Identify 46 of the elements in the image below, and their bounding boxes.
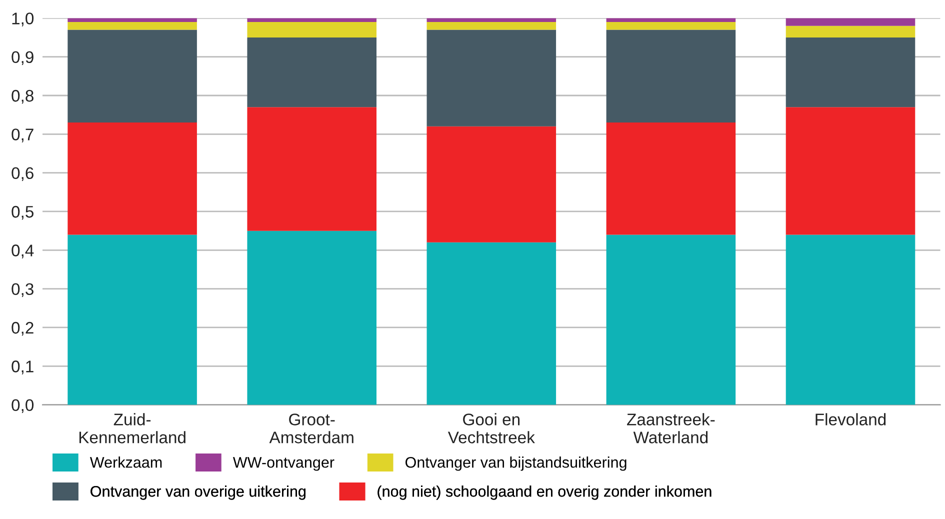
bar <box>786 18 916 26</box>
legend-label: Werkzaam <box>90 456 162 468</box>
bar <box>68 18 197 22</box>
bar <box>426 22 556 30</box>
x-tick-label: Gooi en Vechtstreek <box>448 413 535 444</box>
y-tick-label: 0,9 <box>12 51 34 65</box>
bar <box>786 26 916 38</box>
y-tick-label: 0,1 <box>12 360 34 374</box>
bar <box>247 107 376 231</box>
y-tick-label: 0,6 <box>12 167 34 181</box>
y-tick-label: 0,2 <box>12 322 34 336</box>
legend-label: Ontvanger van overige uitkering <box>90 486 306 500</box>
bar <box>606 234 736 405</box>
x-tick-label: Zaanstreek- Waterland <box>627 413 715 444</box>
bar <box>247 230 376 405</box>
bar <box>247 22 376 38</box>
bar <box>247 38 376 108</box>
bar <box>426 18 556 22</box>
bar <box>786 38 916 108</box>
y-tick-label: 0,4 <box>12 244 34 258</box>
legend-label: WW-ontvanger <box>232 457 334 471</box>
bar <box>606 18 736 22</box>
bar <box>426 126 556 242</box>
bar <box>786 234 916 405</box>
bar <box>68 122 197 235</box>
x-tick-label: Groot- Amsterdam <box>269 414 354 444</box>
bar <box>68 30 197 123</box>
y-tick-label: 1,0 <box>12 12 34 26</box>
x-tick-label: Flevoland <box>816 413 886 426</box>
bar <box>68 234 197 405</box>
bar <box>606 30 736 123</box>
bar <box>786 107 916 235</box>
bar <box>606 22 736 30</box>
y-tick-label: 0,8 <box>12 90 34 104</box>
y-tick-label: 0,7 <box>12 128 34 142</box>
bar <box>606 122 736 235</box>
bar <box>426 242 556 405</box>
bar <box>247 18 376 22</box>
bar <box>68 22 197 30</box>
y-tick-label: 0,5 <box>12 206 34 220</box>
legend-label: Ontvanger van bijstandsuitkering <box>406 456 626 471</box>
y-tick-label: 0,3 <box>12 283 34 297</box>
bar <box>426 30 556 126</box>
legend-label: (nog niet) schoolgaand en overig zonder inkomen <box>378 486 712 500</box>
y-tick-label: 0,0 <box>12 399 34 413</box>
x-tick-label: Zuid- Kennemerland <box>79 413 186 444</box>
